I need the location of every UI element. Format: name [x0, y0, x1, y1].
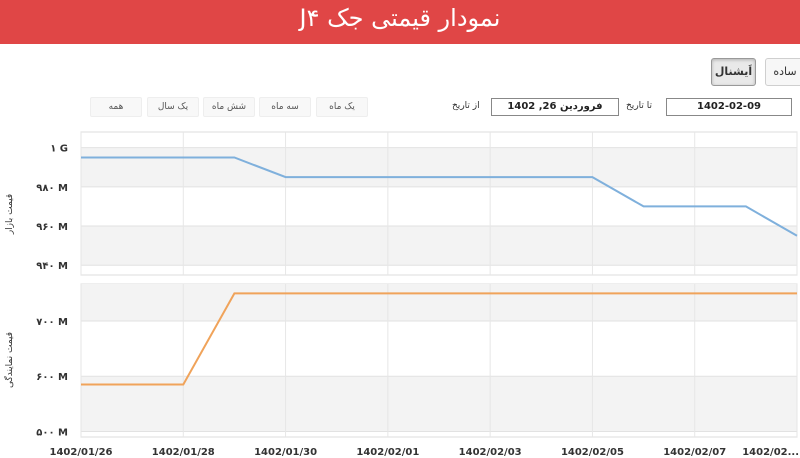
range-one-year-button[interactable]: یک سال	[147, 97, 199, 117]
data-point	[796, 235, 798, 237]
to-date-label: تا تاریخ	[626, 101, 653, 111]
plot-area	[80, 283, 798, 438]
y-axis-title: قیمت بازار	[5, 194, 15, 235]
data-point	[540, 292, 542, 294]
y-tick-label: ۱ G	[50, 144, 68, 155]
data-point	[182, 384, 184, 386]
data-point	[80, 384, 82, 386]
y-tick-label: ۵۰۰ M	[36, 427, 68, 438]
advanced-view-button[interactable]: اَیشنال	[711, 58, 756, 86]
data-point	[438, 176, 440, 178]
data-point	[540, 176, 542, 178]
x-tick-label: 1402/02/03	[459, 447, 522, 458]
data-point	[694, 292, 696, 294]
representative-price-line	[81, 292, 797, 386]
x-tick-label: 1402/02...	[742, 447, 799, 458]
data-point	[643, 205, 645, 207]
to-date-input[interactable]: 1402-02-09	[666, 98, 792, 116]
grid-band	[81, 284, 797, 322]
y-tick-label: ۷۰۰ M	[36, 317, 68, 328]
x-tick-label: 1402/01/28	[152, 447, 215, 458]
x-tick-label: 1402/02/05	[561, 447, 624, 458]
grid-band	[81, 147, 797, 187]
data-point	[591, 176, 593, 178]
range-three-months-button[interactable]: سه ماه	[259, 97, 311, 117]
data-point	[489, 176, 491, 178]
y-axis-title: قیمت نمایندگی	[3, 332, 15, 388]
x-tick-label: 1402/01/30	[254, 447, 317, 458]
range-one-month-button[interactable]: یک ماه	[316, 97, 368, 117]
data-point	[182, 156, 184, 158]
x-axis: 1402/01/26 1402/01/28 1402/01/30 1402/02/01…	[50, 447, 799, 458]
grid-band	[81, 376, 797, 432]
x-tick-label: 1402/02/01	[356, 447, 419, 458]
plot-area	[80, 131, 798, 276]
range-all-button[interactable]: همه	[90, 97, 142, 117]
data-point	[285, 292, 287, 294]
data-point	[233, 156, 235, 158]
data-point	[131, 384, 133, 386]
data-point	[233, 292, 235, 294]
data-point	[745, 205, 747, 207]
data-point	[131, 156, 133, 158]
from-date-input[interactable]: فروردین 26, 1402	[491, 98, 619, 116]
x-tick-label: 1402/02/07	[663, 447, 726, 458]
data-point	[643, 292, 645, 294]
data-point	[387, 176, 389, 178]
from-date-label: از تاریخ	[452, 101, 480, 111]
data-point	[489, 292, 491, 294]
data-point	[285, 176, 287, 178]
y-tick-label: ۹۸۰ M	[36, 183, 68, 194]
page-title: نمودار قیمتی جک J۴	[299, 4, 501, 32]
header-bar: نمودار قیمتی جک J۴	[0, 0, 800, 44]
market-price-line	[81, 156, 798, 237]
data-point	[694, 205, 696, 207]
y-tick-label: ۶۰۰ M	[36, 372, 68, 383]
data-point	[438, 292, 440, 294]
data-point	[336, 292, 338, 294]
simple-view-button[interactable]: ساده	[765, 58, 800, 86]
y-tick-label: ۹۶۰ M	[36, 222, 68, 233]
y-tick-label: ۹۴۰ M	[36, 261, 68, 272]
range-six-months-button[interactable]: شش ماه	[203, 97, 255, 117]
x-tick-label: 1402/01/26	[50, 447, 113, 458]
data-point	[796, 292, 798, 294]
data-point	[387, 292, 389, 294]
representative-price-panel: ۵۰۰ M ۶۰۰ M ۷۰۰ M قیمت نمایندگی	[3, 283, 798, 438]
data-point	[591, 292, 593, 294]
grid-band	[81, 226, 797, 266]
market-price-panel: ۹۴۰ M ۹۶۰ M ۹۸۰ M ۱ G قیمت بازار	[5, 131, 798, 276]
data-point	[336, 176, 338, 178]
data-point	[745, 292, 747, 294]
data-point	[80, 156, 82, 158]
